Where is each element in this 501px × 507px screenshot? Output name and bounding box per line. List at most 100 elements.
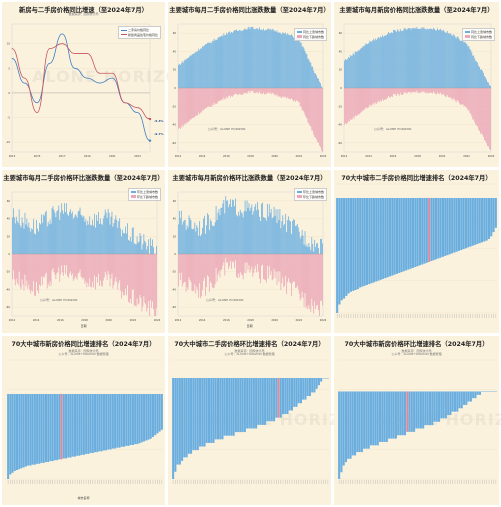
bar-down xyxy=(208,254,210,293)
ranking-bar xyxy=(447,391,450,416)
bar-down xyxy=(30,254,32,294)
bar-up xyxy=(19,225,21,254)
panel-secondhand-mom-counts: 主要城市每月二手房价格环比涨跌数量（至2024年7月） 60 40 20 0 -20 -4… xyxy=(2,170,165,333)
ranking-bar xyxy=(7,394,10,479)
bar-up xyxy=(260,29,261,88)
ranking-bar xyxy=(481,391,484,392)
bar-up xyxy=(131,227,133,254)
bar-down xyxy=(469,88,471,113)
bar-down xyxy=(394,88,396,95)
ranking-bar xyxy=(356,391,359,453)
chart-title: 主要城市每月新房价格同比涨跌数量（至2024年7月） xyxy=(339,7,494,14)
bar-up xyxy=(263,28,264,88)
bar-down xyxy=(141,254,143,312)
bar-down xyxy=(402,88,404,95)
bar-up xyxy=(272,29,274,88)
bar-up xyxy=(212,41,214,88)
bar-up xyxy=(297,227,299,254)
bar-down xyxy=(196,88,198,116)
bar-up xyxy=(12,217,13,254)
x-tick-label: 2017 xyxy=(59,154,66,158)
bar-down xyxy=(216,254,218,282)
ranking-bar xyxy=(490,391,493,392)
ranking-bar xyxy=(290,378,294,411)
bar-up xyxy=(104,209,106,254)
bar-up xyxy=(393,29,395,88)
bar-down xyxy=(470,88,472,115)
chart-title: 主要城市每月新房价格环比涨跌数量（至2024年7月） xyxy=(172,175,327,182)
ranking-bar xyxy=(131,394,134,445)
bar-down xyxy=(139,254,141,296)
bar-up xyxy=(300,42,302,88)
ranking-bar xyxy=(435,391,438,422)
bar-down xyxy=(221,254,223,270)
bar-up xyxy=(308,59,310,88)
bar-up xyxy=(295,36,297,88)
bar-up xyxy=(68,215,69,254)
bar-down xyxy=(366,88,368,109)
bar-up xyxy=(385,35,386,88)
bar-up xyxy=(319,81,320,88)
bar-up xyxy=(72,218,74,254)
ranking-bar xyxy=(391,198,394,276)
bar-up xyxy=(205,233,206,254)
bar-up xyxy=(477,62,479,88)
bar-up xyxy=(238,29,240,88)
ranking-bar xyxy=(73,394,76,457)
chart-title: 70大中城市新房价格环比增速排名（2024年7月） xyxy=(344,341,489,348)
bar-up xyxy=(185,229,187,254)
bar-down xyxy=(192,254,194,292)
ranking-bar xyxy=(388,391,391,439)
bar-up xyxy=(211,225,213,254)
bar-down xyxy=(68,254,69,278)
bar-down xyxy=(291,88,292,99)
bar-up xyxy=(111,211,113,254)
data-point xyxy=(137,112,138,113)
y-tick-label: 20 xyxy=(339,68,343,72)
bar-up xyxy=(233,200,234,254)
bar-down xyxy=(34,254,36,296)
bar-down xyxy=(155,254,156,316)
bar-down xyxy=(213,254,215,288)
x-tick-label: 2014 xyxy=(365,154,372,158)
ranking-bar xyxy=(412,198,415,268)
bar-up xyxy=(236,214,237,254)
panel-new-yoy-counts: 主要城市每月新房价格同比涨跌数量（至2024年7月） 60 40 20 0 -20 -40… xyxy=(334,2,499,167)
bar-up xyxy=(227,200,229,254)
y-tick-label: 40 xyxy=(173,49,177,53)
bar-down xyxy=(107,254,109,271)
bar-up xyxy=(112,226,114,254)
bar-up xyxy=(301,229,303,254)
legend-item-down: 同比下跌城市数 xyxy=(464,35,492,40)
bar-up xyxy=(236,216,238,254)
bar-down xyxy=(118,254,120,284)
bar-up xyxy=(187,58,189,88)
x-tick-label: 2022 xyxy=(296,318,303,322)
bar-up xyxy=(258,29,260,88)
bar-up xyxy=(202,46,203,88)
bar-down xyxy=(300,88,302,107)
end-label-new: -9.7% xyxy=(154,132,164,136)
ranking-bar xyxy=(494,198,497,228)
bar-up xyxy=(457,36,459,88)
bar-up xyxy=(287,220,289,254)
bar-down xyxy=(210,254,212,284)
bar-down xyxy=(465,88,467,108)
bar-down xyxy=(262,254,263,265)
bar-down xyxy=(207,254,208,276)
bar-up xyxy=(92,219,94,254)
bar-down xyxy=(249,88,251,94)
bar-up xyxy=(234,30,235,88)
bar-down xyxy=(451,88,453,101)
bar-up xyxy=(291,34,292,88)
ranking-bar xyxy=(295,378,298,407)
ranking-bar xyxy=(343,198,346,299)
bar-down xyxy=(379,88,381,103)
bar-up xyxy=(41,222,43,254)
bar-down xyxy=(91,254,93,288)
bar-down xyxy=(37,254,38,291)
bar-down xyxy=(278,254,280,283)
bar-up xyxy=(60,212,62,254)
bar-down xyxy=(224,88,226,100)
bar-down xyxy=(419,88,421,94)
